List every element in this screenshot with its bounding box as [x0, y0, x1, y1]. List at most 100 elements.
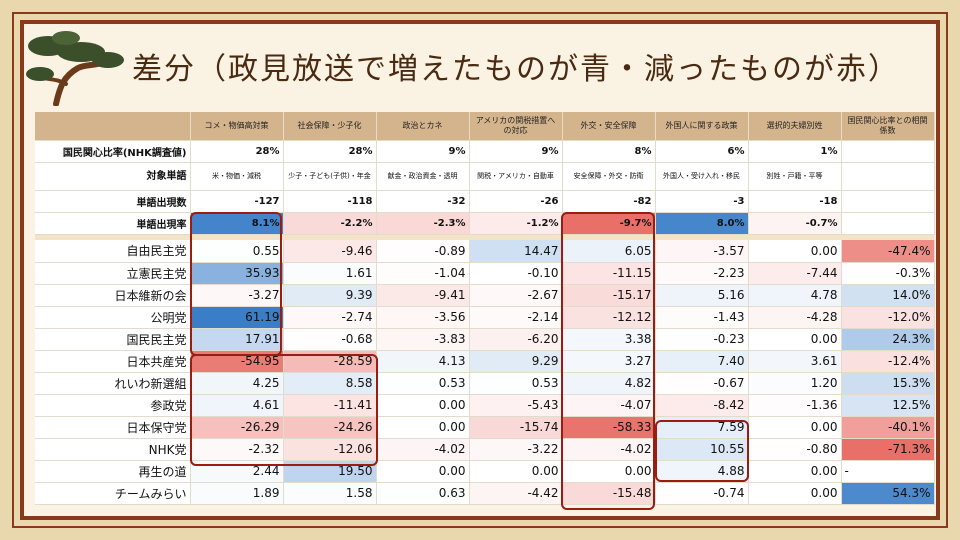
value-cell: -58.33: [562, 416, 656, 439]
meta-cell: 外国人・受け入れ・移民: [655, 162, 749, 191]
value-cell: 35.93: [190, 262, 284, 285]
meta-cell: -1.2%: [469, 212, 563, 235]
meta-cell: -3: [655, 190, 749, 213]
highlight-box: [655, 420, 749, 482]
party-row: れいわ新選組 4.25 8.58 0.53 0.53 4.82 -0.67 1.20 15.3%: [35, 372, 935, 395]
value-cell: -3.56: [376, 306, 470, 329]
highlight-box: [561, 212, 655, 510]
value-cell: -5.43: [469, 394, 563, 417]
value-cell: -3.83: [376, 328, 470, 351]
column-header: アメリカの関税措置への対応: [469, 112, 563, 141]
column-header: 外交・安全保障: [562, 112, 656, 141]
value-cell: 0.00: [376, 416, 470, 439]
meta-cell: -9.7%: [562, 212, 656, 235]
value-cell: 10.55: [655, 438, 749, 461]
value-cell: 6.05: [562, 240, 656, 263]
meta-cell: [841, 140, 935, 163]
inner-frame: [20, 20, 940, 520]
party-name: 日本維新の会: [35, 284, 191, 307]
column-header: 外国人に関する政策: [655, 112, 749, 141]
meta-label: 単語出現数: [35, 190, 191, 213]
meta-cell: -26: [469, 190, 563, 213]
value-cell: 0.00: [748, 328, 842, 351]
meta-row: 単語出現率 8.1% -2.2% -2.3% -1.2% -9.7% 8.0% -0.7%: [35, 212, 935, 235]
meta-cell: 8.0%: [655, 212, 749, 235]
gap-cell: [748, 234, 841, 240]
meta-cell: [841, 190, 935, 213]
party-name: 自由民主党: [35, 240, 191, 263]
meta-cell: 28%: [190, 140, 284, 163]
value-cell: -0.89: [376, 240, 470, 263]
gap-cell: [469, 234, 562, 240]
value-cell: 3.27: [562, 350, 656, 373]
value-cell: -12.0%: [841, 306, 935, 329]
party-name: NHK党: [35, 438, 191, 461]
gap-cell: [655, 234, 748, 240]
meta-cell: 別姓・戸籍・平等: [748, 162, 842, 191]
value-cell: 0.00: [469, 460, 563, 483]
gap-cell: [35, 234, 190, 240]
value-cell: 15.3%: [841, 372, 935, 395]
value-cell: -15.17: [562, 284, 656, 307]
meta-cell: [841, 162, 935, 191]
meta-cell: 6%: [655, 140, 749, 163]
party-row: 日本共産党 -54.95 -28.59 4.13 9.29 3.27 7.40 3.61 -12…: [35, 350, 935, 373]
value-cell: -15.48: [562, 482, 656, 505]
header-corner: [35, 112, 191, 141]
meta-cell: 関税・アメリカ・自動車: [469, 162, 563, 191]
meta-cell: -2.3%: [376, 212, 470, 235]
value-cell: 4.25: [190, 372, 284, 395]
value-cell: 0.55: [190, 240, 284, 263]
value-cell: -2.67: [469, 284, 563, 307]
value-cell: 4.88: [655, 460, 749, 483]
value-cell: 0.00: [376, 394, 470, 417]
value-cell: -: [841, 460, 935, 483]
value-cell: -4.07: [562, 394, 656, 417]
value-cell: -0.74: [655, 482, 749, 505]
value-cell: -8.42: [655, 394, 749, 417]
party-name: チームみらい: [35, 482, 191, 505]
value-cell: -6.20: [469, 328, 563, 351]
meta-label: 国民関心比率(NHK調査値): [35, 140, 191, 163]
meta-cell: 少子・子ども(子供)・年金: [283, 162, 377, 191]
meta-cell: 28%: [283, 140, 377, 163]
value-cell: 0.00: [376, 460, 470, 483]
meta-cell: 1%: [748, 140, 842, 163]
value-cell: 5.16: [655, 284, 749, 307]
meta-cell: -118: [283, 190, 377, 213]
meta-cell: -18: [748, 190, 842, 213]
meta-cell: -32: [376, 190, 470, 213]
value-cell: 4.13: [376, 350, 470, 373]
column-header: 政治とカネ: [376, 112, 470, 141]
value-cell: 0.53: [376, 372, 470, 395]
meta-row: 対象単語 米・物価・減税 少子・子ども(子供)・年金 献金・政治資金・透明 関税・アメリ…: [35, 162, 935, 191]
gap-cell: [190, 234, 283, 240]
table-body: コメ・物価高対策 社会保障・少子化 政治とカネ アメリカの関税措置への対応 外交・安全保…: [35, 112, 935, 505]
value-cell: -2.74: [283, 306, 377, 329]
value-cell: -0.68: [283, 328, 377, 351]
value-cell: -4.28: [748, 306, 842, 329]
value-cell: 24.3%: [841, 328, 935, 351]
value-cell: -3.57: [655, 240, 749, 263]
meta-cell: -2.2%: [283, 212, 377, 235]
party-name: 立憲民主党: [35, 262, 191, 285]
value-cell: -12.4%: [841, 350, 935, 373]
value-cell: 4.82: [562, 372, 656, 395]
gap-cell: [376, 234, 469, 240]
column-header: コメ・物価高対策: [190, 112, 284, 141]
meta-cell: 米・物価・減税: [190, 162, 284, 191]
value-cell: -2.14: [469, 306, 563, 329]
value-cell: -9.41: [376, 284, 470, 307]
value-cell: 12.5%: [841, 394, 935, 417]
highlight-box: [190, 212, 282, 356]
value-cell: 3.61: [748, 350, 842, 373]
meta-cell: 安全保障・外交・防衛: [562, 162, 656, 191]
value-cell: 1.89: [190, 482, 284, 505]
value-cell: -0.3%: [841, 262, 935, 285]
meta-cell: -0.7%: [748, 212, 842, 235]
party-row: 日本保守党 -26.29 -24.26 0.00 -15.74 -58.33 7.59 0.0…: [35, 416, 935, 439]
party-name: れいわ新選組: [35, 372, 191, 395]
party-row: 自由民主党 0.55 -9.46 -0.89 14.47 6.05 -3.57 0.00 -47…: [35, 240, 935, 263]
value-cell: -11.15: [562, 262, 656, 285]
value-cell: -11.41: [283, 394, 377, 417]
